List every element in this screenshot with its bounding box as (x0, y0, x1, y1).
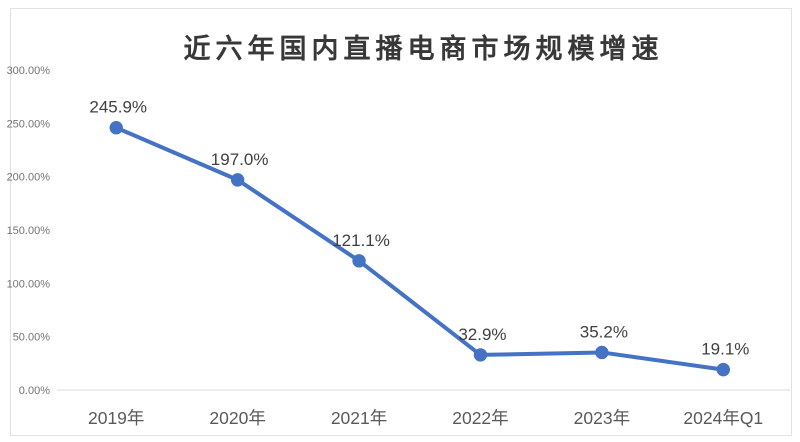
data-point-marker (473, 348, 488, 362)
y-axis-tick-label: 200.00% (7, 172, 51, 184)
data-point-label: 35.2% (580, 322, 628, 341)
y-axis-tick-label: 250.00% (7, 118, 51, 130)
data-point-marker (595, 345, 609, 360)
data-point-label: 197.0% (211, 150, 269, 169)
data-point-marker (109, 121, 123, 135)
y-axis-tick-label: 50.00% (13, 332, 51, 344)
data-point-label: 32.9% (458, 325, 506, 344)
x-axis-category-label: 2021年 (331, 408, 387, 428)
data-point-label: 19.1% (701, 340, 749, 359)
x-axis-category-label: 2019年 (88, 408, 144, 428)
data-point-marker (230, 173, 245, 187)
x-axis-category-label: 2022年 (452, 408, 508, 428)
data-point-marker (352, 254, 366, 268)
chart-frame (10, 8, 792, 436)
x-axis-category-label: 2020年 (209, 408, 265, 428)
y-axis-tick-label: 0.00% (19, 385, 50, 397)
y-axis-tick-label: 150.00% (7, 225, 51, 237)
x-axis-category-label: 2023年 (574, 408, 630, 428)
data-point-label: 245.9% (89, 98, 147, 117)
data-point-label: 121.1% (332, 231, 390, 250)
y-axis-tick-label: 300.00% (7, 65, 51, 77)
y-axis-tick-label: 100.00% (7, 278, 51, 290)
data-point-marker (716, 362, 730, 377)
x-axis-category-label: 2024年Q1 (683, 408, 763, 428)
series-line (114, 125, 726, 372)
